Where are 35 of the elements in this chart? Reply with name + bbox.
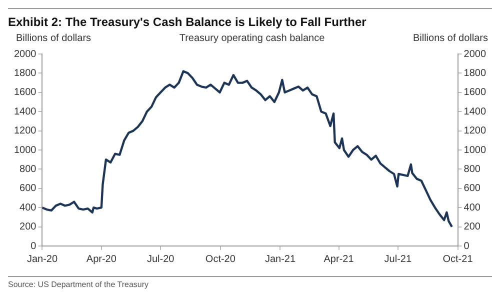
- y2-tick-label: 0: [464, 240, 470, 252]
- y-tick-label: 200: [20, 222, 37, 233]
- x-tick-label: Jan-20: [26, 254, 58, 265]
- y-tick-label: 600: [20, 183, 37, 194]
- x-tick-label: Apr-20: [86, 254, 117, 265]
- y-tick-label: 1000: [14, 144, 37, 156]
- source-note: Source: US Department of the Treasury: [8, 280, 150, 289]
- chart-subtitle: Treasury operating cash balance: [179, 33, 325, 46]
- x-tick-label: Jul-21: [384, 254, 412, 265]
- y2-tick-label: 1600: [464, 87, 486, 98]
- y-tick-label: 1400: [14, 106, 37, 118]
- y2-tick-label: 2000: [464, 48, 486, 60]
- y2-tick-label: 800: [464, 164, 481, 175]
- y2-tick-label: 400: [464, 202, 481, 214]
- y-tick-label: 1600: [14, 87, 37, 98]
- x-tick-label: Jan-21: [264, 254, 296, 265]
- y2-tick-label: 1000: [464, 144, 486, 156]
- y2-tick-label: 1800: [464, 68, 486, 79]
- x-tick-label: Jul-20: [146, 254, 175, 265]
- y-tick-label: 1800: [14, 68, 37, 79]
- y2-tick-label: 200: [464, 222, 481, 233]
- y-axis-title: Billions of dollars: [16, 33, 92, 46]
- x-tick-label: Oct-21: [442, 254, 474, 265]
- y2-tick-label: 600: [464, 183, 481, 194]
- x-tick-label: Apr-21: [324, 254, 354, 265]
- x-tick-label: Oct-20: [205, 254, 236, 265]
- y-tick-label: 1200: [14, 126, 37, 137]
- y-tick-label: 800: [20, 164, 37, 175]
- y-tick-label: 0: [30, 240, 37, 252]
- y-tick-label: 400: [20, 202, 37, 214]
- y2-tick-label: 1200: [464, 126, 486, 137]
- y-tick-label: 2000: [14, 48, 37, 60]
- y2-tick-label: 1400: [464, 106, 486, 118]
- chart-title: Exhibit 2: The Treasury's Cash Balance is Likely to Fall Further: [8, 15, 368, 29]
- y2-axis-title: Billions of dollars: [412, 33, 488, 46]
